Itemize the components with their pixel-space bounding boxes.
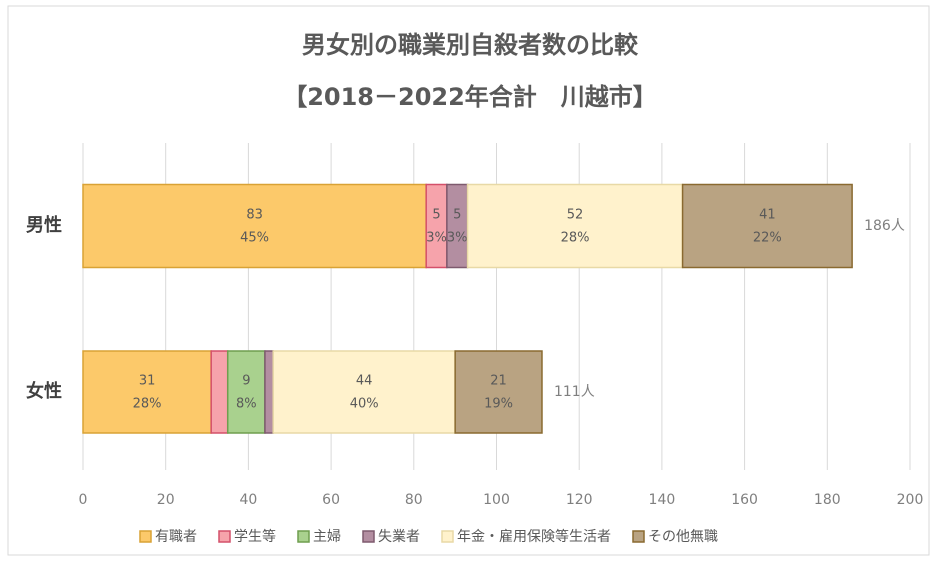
legend-swatch (632, 530, 645, 543)
chart-frame (7, 5, 930, 556)
bar-segment (210, 350, 229, 434)
bar-segment (272, 350, 456, 434)
legend-label: 年金・雇用保険等生活者 (457, 528, 611, 545)
legend-swatch (297, 530, 310, 543)
percent-label: 19% (484, 397, 513, 412)
x-tick-label: 20 (157, 492, 175, 508)
percent-label: 40% (350, 397, 379, 412)
legend-label: 失業者 (378, 529, 420, 545)
x-tick-label: 180 (814, 492, 841, 508)
y-tick-label: 女性 (26, 380, 62, 402)
total-label: 111人 (554, 384, 595, 400)
bar-segment (466, 183, 684, 269)
bar-segment (82, 183, 427, 269)
value-label: 83 (246, 208, 263, 223)
bar-segment (82, 350, 212, 434)
bar-segment (425, 183, 448, 269)
legend-swatch (441, 530, 454, 543)
value-label: 21 (490, 374, 507, 389)
x-tick-label: 0 (79, 492, 88, 508)
percent-label: 45% (240, 231, 269, 246)
bar-segment (454, 350, 543, 434)
percent-label: 3% (426, 231, 447, 246)
total-label: 186人 (864, 218, 905, 234)
value-label: 41 (759, 208, 776, 223)
value-label: 5 (432, 208, 440, 223)
x-tick-label: 40 (239, 492, 257, 508)
x-tick-label: 100 (483, 492, 510, 508)
percent-label: 3% (447, 231, 468, 246)
legend-label: その他無職 (648, 529, 718, 545)
bar-segment (226, 350, 266, 434)
value-label: 44 (356, 374, 373, 389)
x-tick-label: 200 (897, 492, 924, 508)
value-label: 5 (453, 208, 461, 223)
x-tick-label: 160 (731, 492, 758, 508)
x-tick-label: 120 (566, 492, 593, 508)
bar-segment (446, 183, 469, 269)
value-label: 9 (242, 374, 250, 389)
chart-title: 男女別の職業別自殺者数の比較 (302, 31, 639, 59)
bar-segment (264, 350, 274, 434)
legend-label: 学生等 (234, 528, 276, 545)
legend-swatch (218, 530, 231, 543)
legend-swatch (139, 530, 152, 543)
x-tick-label: 60 (322, 492, 340, 508)
legend-label: 主婦 (313, 528, 341, 545)
y-tick-label: 男性 (26, 214, 62, 236)
x-tick-label: 140 (649, 492, 676, 508)
value-label: 52 (567, 208, 584, 223)
percent-label: 22% (753, 231, 782, 246)
x-tick-label: 80 (405, 492, 423, 508)
value-label: 31 (139, 374, 156, 389)
legend-swatch (362, 530, 375, 543)
percent-label: 8% (236, 397, 257, 412)
legend-label: 有職者 (155, 529, 197, 545)
percent-label: 28% (561, 231, 590, 246)
percent-label: 28% (133, 397, 162, 412)
bar-segment (681, 183, 853, 269)
chart-subtitle: 【2018－2022年合計 川越市】 (283, 83, 657, 111)
